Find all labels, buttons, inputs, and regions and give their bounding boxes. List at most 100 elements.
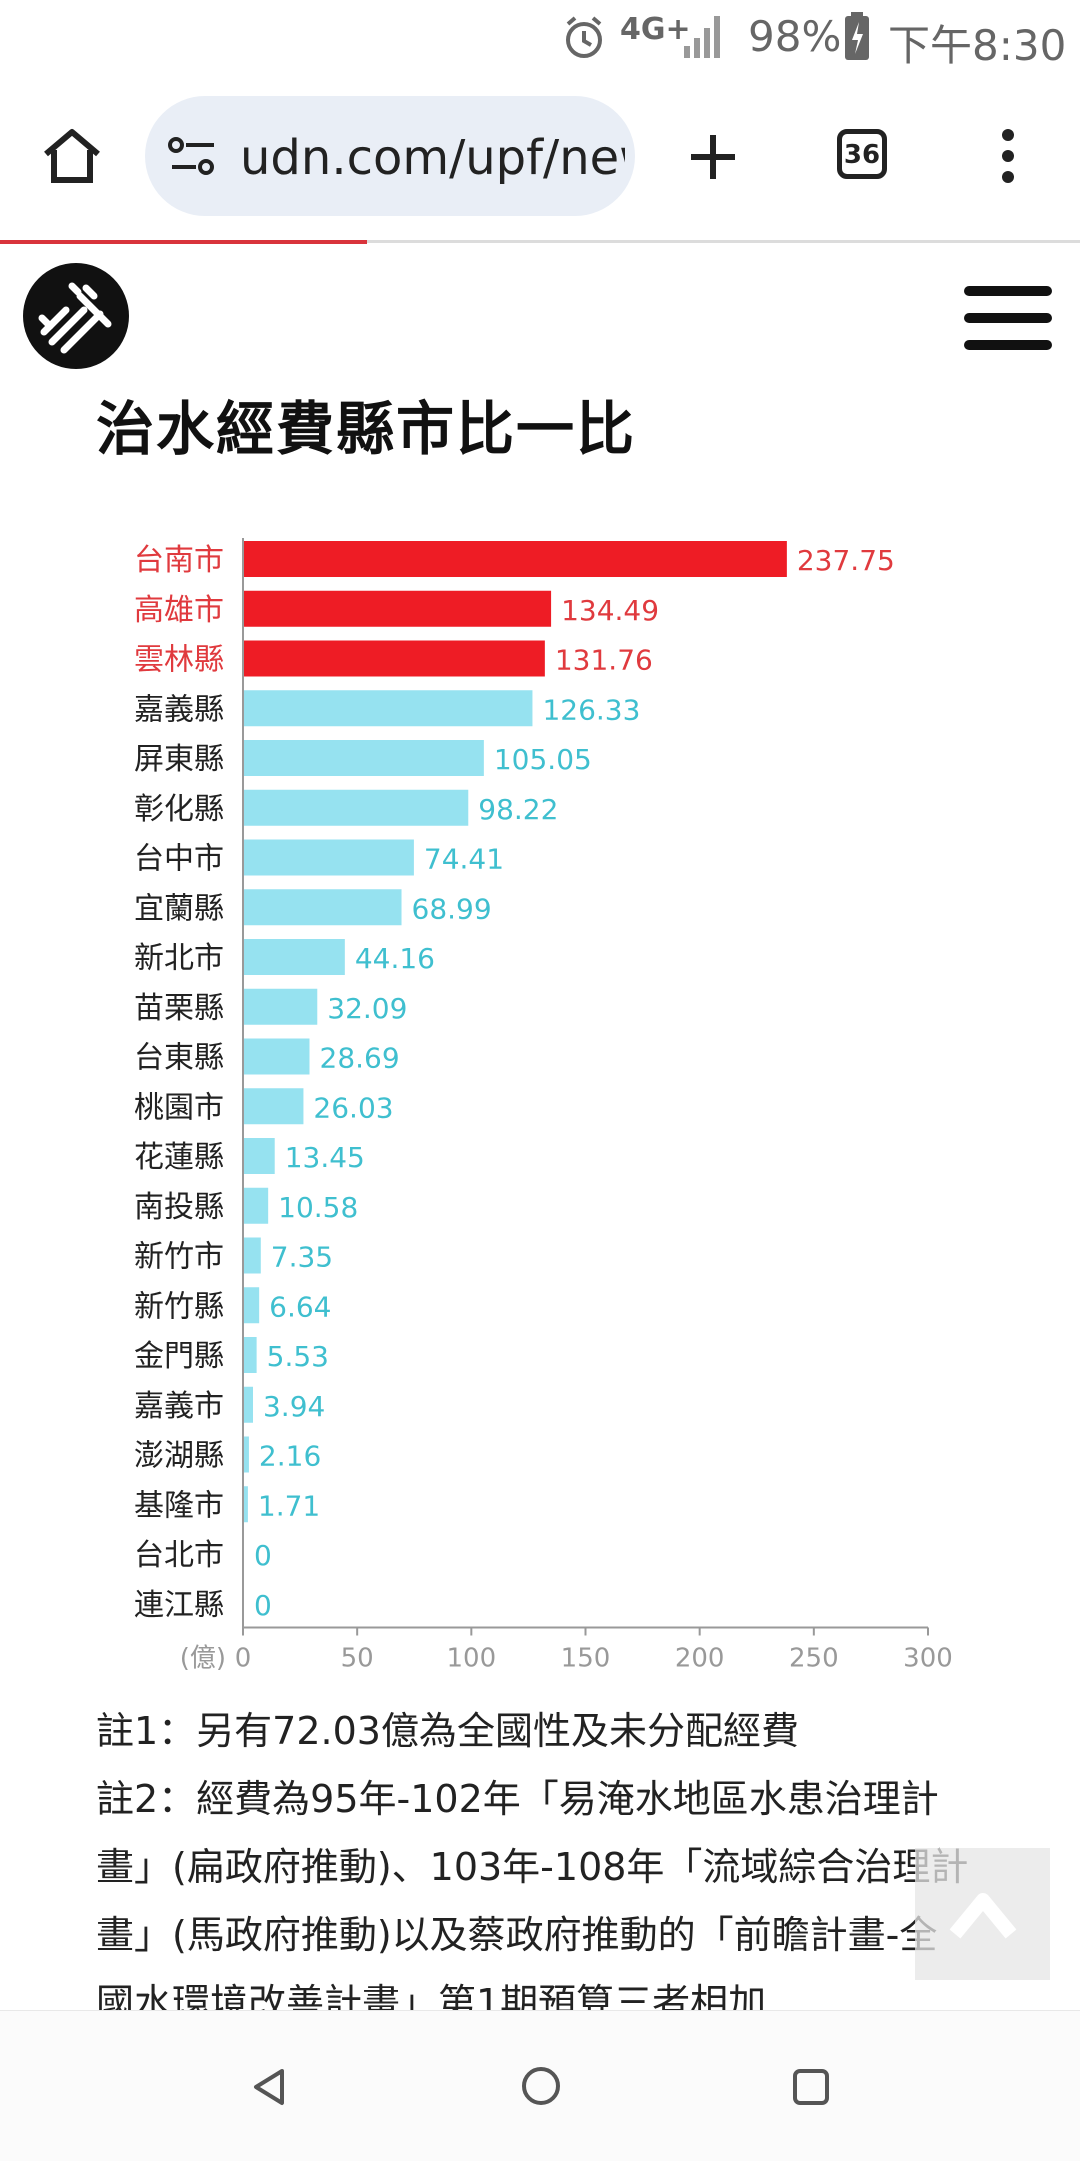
note-2-line-3: 畫」(馬政府推動)以及蔡政府推動的「前瞻計畫-全 [96, 1913, 938, 1957]
battery-icon [845, 12, 869, 60]
category-label: 台中市 [134, 842, 224, 877]
x-tick-label: 100 [447, 1644, 497, 1671]
bar-2 [244, 590, 552, 627]
category-label: 苗栗縣 [134, 991, 224, 1026]
url-text[interactable]: udn.com/upf/new [240, 130, 625, 186]
category-label: 台東縣 [134, 1041, 224, 1076]
value-label: 6.64 [269, 1290, 331, 1323]
value-label: 126.33 [542, 693, 640, 726]
category-label: 台南市 [134, 543, 224, 578]
value-label: 131.76 [555, 644, 653, 677]
bar-13 [244, 1138, 275, 1174]
category-label: 連江縣 [134, 1588, 224, 1623]
address-bar[interactable] [145, 96, 635, 216]
bar-chart: 0 50 100 150 200 250 300 (億) 台南市 237.75 高雄市 134.49… [134, 538, 953, 1671]
category-label: 南投縣 [134, 1190, 224, 1225]
note-2-line-1: 註2：經費為95年-102年「易淹水地區水患治理計 [96, 1777, 939, 1821]
bar-17 [244, 1337, 257, 1373]
home-icon[interactable] [40, 126, 104, 186]
x-tick-label: 0 [235, 1644, 252, 1671]
value-label: 0 [254, 1539, 272, 1572]
page-divider [0, 240, 1080, 243]
network-type: 4G+ [620, 12, 691, 47]
recents-icon[interactable] [791, 2067, 831, 2107]
bar-4 [244, 690, 533, 727]
overflow-menu-icon[interactable] [996, 128, 1020, 184]
value-label: 26.03 [313, 1091, 393, 1124]
category-label: 彰化縣 [134, 792, 224, 827]
load-progress-bar [0, 240, 367, 244]
bar-5 [244, 740, 484, 776]
value-label: 5.53 [267, 1340, 329, 1373]
alarm-icon [566, 16, 602, 58]
value-label: 28.69 [320, 1042, 400, 1075]
category-label: 基隆市 [134, 1488, 224, 1523]
x-tick-label: 250 [789, 1644, 839, 1671]
x-tick-label: 200 [675, 1644, 725, 1671]
category-label: 嘉義市 [134, 1389, 224, 1424]
value-label: 237.75 [797, 544, 895, 577]
hamburger-menu-icon[interactable] [962, 284, 1054, 352]
bar-1 [244, 541, 787, 577]
category-label: 新竹縣 [134, 1289, 224, 1324]
value-label: 98.22 [478, 793, 558, 826]
category-label: 桃園市 [134, 1090, 224, 1125]
unit-label: (億) [180, 1644, 226, 1671]
value-label: 10.58 [278, 1191, 358, 1224]
category-label: 澎湖縣 [134, 1439, 224, 1474]
bar-10 [244, 988, 318, 1025]
category-label: 金門縣 [134, 1339, 224, 1374]
value-label: 68.99 [412, 892, 492, 925]
value-label: 13.45 [285, 1141, 365, 1174]
category-label: 台北市 [134, 1538, 224, 1573]
value-label: 74.41 [424, 843, 504, 876]
bar-19 [244, 1436, 249, 1473]
value-label: 32.09 [327, 992, 407, 1025]
signal-icon [684, 16, 720, 58]
clock: 下午8:30 [888, 21, 1067, 70]
tab-count: 36 [843, 140, 881, 170]
bar-11 [244, 1038, 310, 1075]
bar-9 [244, 939, 345, 975]
back-icon[interactable] [250, 2067, 290, 2107]
bar-12 [244, 1088, 304, 1125]
bar-20 [244, 1486, 248, 1523]
category-label: 雲林縣 [134, 643, 224, 678]
bar-18 [244, 1386, 253, 1423]
category-label: 新竹市 [134, 1240, 224, 1275]
bar-3 [244, 640, 545, 677]
scroll-to-top-icon [949, 1893, 1017, 1939]
new-tab-icon[interactable] [688, 132, 738, 182]
battery-percent: 98% [748, 12, 842, 61]
bar-7 [244, 839, 414, 876]
value-label: 134.49 [561, 594, 659, 627]
scroll-to-top-button[interactable] [915, 1848, 1050, 1980]
category-label: 屏東縣 [134, 742, 224, 777]
note-2-line-2: 畫」(扁政府推動)、103年-108年「流域綜合治理計 [96, 1845, 969, 1889]
tab-switcher-icon[interactable]: 36 [837, 129, 887, 179]
value-label: 7.35 [271, 1241, 333, 1274]
category-label: 嘉義縣 [134, 692, 224, 727]
bar-14 [244, 1187, 269, 1224]
category-label: 宜蘭縣 [134, 891, 224, 926]
home-circle-icon[interactable] [520, 2065, 562, 2107]
site-settings-icon[interactable] [168, 137, 218, 177]
x-tick-label: 300 [903, 1644, 953, 1671]
page-title: 治水經費縣市比一比 [96, 395, 637, 463]
value-label: 2.16 [259, 1440, 321, 1473]
category-label: 新北市 [134, 941, 224, 976]
value-label: 105.05 [494, 743, 592, 776]
category-label: 高雄市 [134, 593, 224, 628]
bar-8 [244, 889, 402, 926]
status-bar: 4G+ 98% 下午8:30 [0, 0, 1080, 80]
value-label: 44.16 [355, 942, 435, 975]
logo-icon[interactable] [22, 262, 130, 370]
category-label: 花蓮縣 [134, 1140, 224, 1175]
value-label: 3.94 [263, 1390, 325, 1423]
bar-6 [244, 789, 469, 826]
note-1: 註1：另有72.03億為全國性及未分配經費 [96, 1709, 799, 1753]
value-label: 0 [254, 1589, 272, 1622]
x-tick-label: 150 [561, 1644, 611, 1671]
bar-15 [244, 1237, 261, 1274]
x-tick-label: 50 [341, 1644, 374, 1671]
